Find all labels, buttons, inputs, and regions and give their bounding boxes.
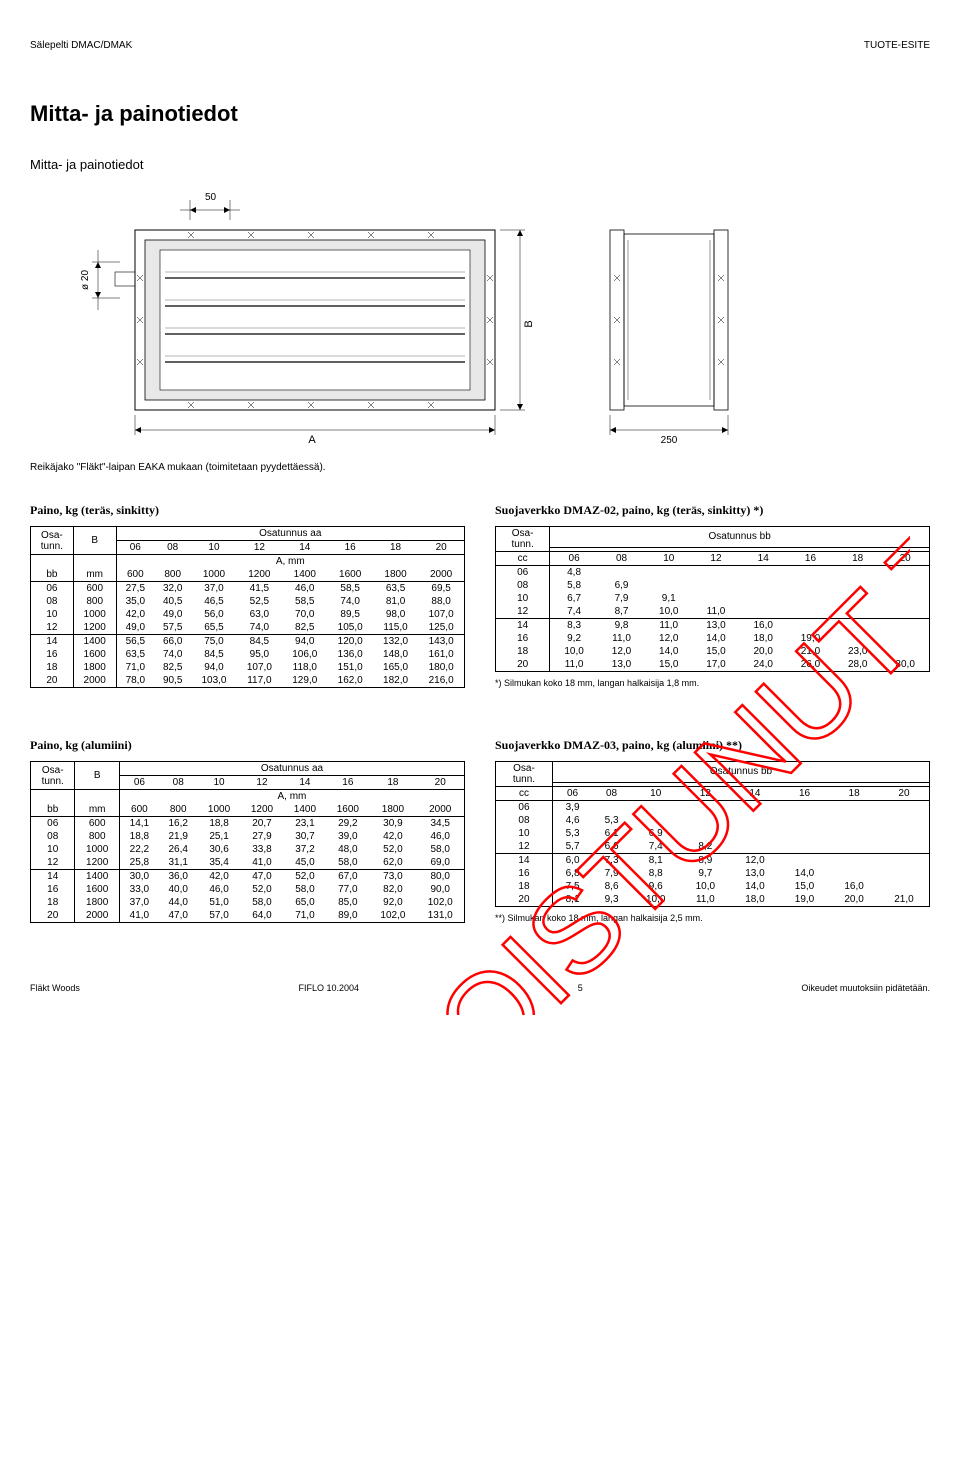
table-dmaz03-title: Suojaverkko DMAZ-03, paino, kg (alumiini… bbox=[495, 738, 930, 753]
footer: Fläkt Woods FIFLO 10.2004 5 Oikeudet muu… bbox=[30, 983, 930, 993]
table-dmaz02: Osa- tunn.Osatunnus bbcc0608101214161820… bbox=[495, 526, 930, 672]
table-alu-title: Paino, kg (alumiini) bbox=[30, 738, 465, 753]
table-alu: Osa- tunn.BOsatunnus aa0608101214161820A… bbox=[30, 761, 465, 923]
footer-left: Fläkt Woods bbox=[30, 983, 80, 993]
table-steel: Osa- tunn.BOsatunnus aa0608101214161820A… bbox=[30, 526, 465, 688]
damper-front-drawing: 50 ø 20 bbox=[30, 190, 550, 450]
table-dmaz02-title: Suojaverkko DMAZ-02, paino, kg (teräs, s… bbox=[495, 503, 930, 518]
table-steel-title: Paino, kg (teräs, sinkitty) bbox=[30, 503, 465, 518]
damper-side-drawing: 250 bbox=[590, 190, 770, 450]
table-dmaz03: Osa- tunn.Osatunnus bbcc0608101214161820… bbox=[495, 761, 930, 907]
svg-text:ø 20: ø 20 bbox=[80, 270, 91, 290]
svg-text:250: 250 bbox=[661, 435, 678, 446]
diagram-row: 50 ø 20 bbox=[30, 190, 930, 450]
footer-center: FIFLO 10.2004 bbox=[299, 983, 360, 993]
diagram-caption: Reikäjako "Fläkt"-laipan EAKA mukaan (to… bbox=[30, 462, 930, 473]
svg-text:A: A bbox=[308, 434, 316, 446]
page-title: Mitta- ja painotiedot bbox=[30, 101, 930, 127]
header-left: Sälepelti DMAC/DMAK bbox=[30, 40, 132, 51]
header-right: TUOTE-ESITE bbox=[864, 40, 930, 51]
svg-text:50: 50 bbox=[205, 192, 217, 203]
footer-right: Oikeudet muutoksiin pidätetään. bbox=[801, 983, 930, 993]
dmaz03-footnote: **) Silmukan koko 18 mm, langan halkaisi… bbox=[495, 913, 930, 923]
header-bar: Sälepelti DMAC/DMAK TUOTE-ESITE bbox=[30, 40, 930, 51]
svg-text:B: B bbox=[523, 320, 535, 327]
section-title: Mitta- ja painotiedot bbox=[30, 157, 930, 172]
dmaz02-footnote: *) Silmukan koko 18 mm, langan halkaisij… bbox=[495, 678, 930, 688]
footer-page: 5 bbox=[578, 983, 583, 993]
